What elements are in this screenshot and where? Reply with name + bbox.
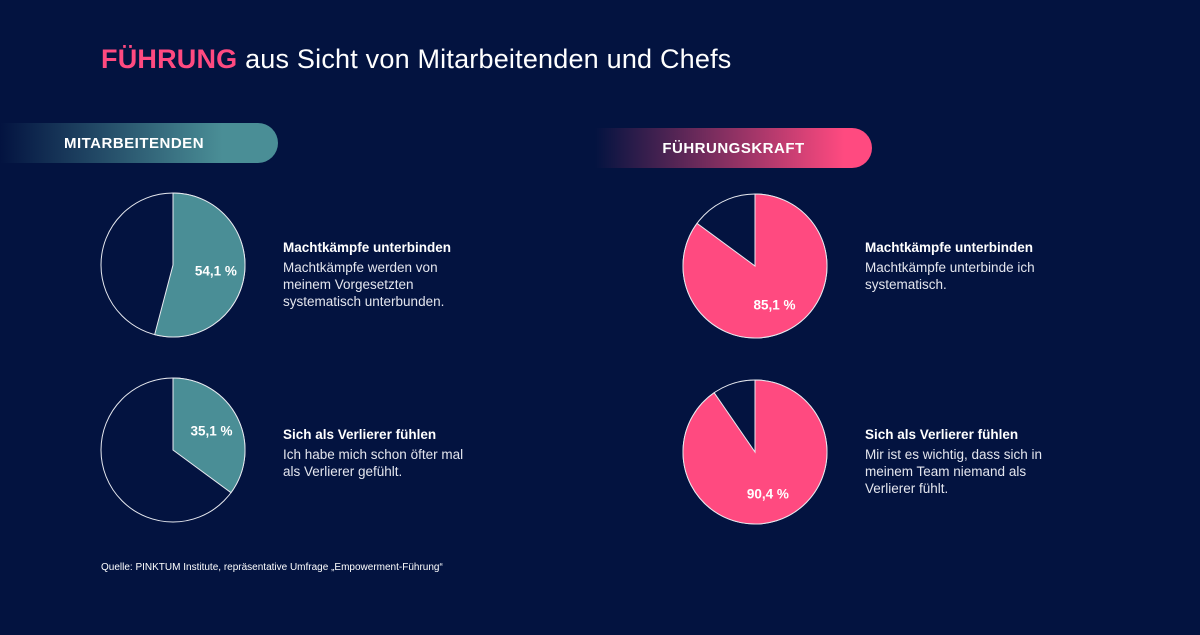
pie-chart-1: 54,1 % <box>100 192 246 338</box>
source-note: Quelle: PINKTUM Institute, repräsentativ… <box>101 562 443 573</box>
pie-text: Machtkämpfe werden von meinem Vorgesetzt… <box>283 260 445 309</box>
title-highlight: FÜHRUNG <box>101 44 238 74</box>
pie-slice-value <box>682 379 828 525</box>
pie-heading: Machtkämpfe unterbinden <box>865 240 1034 255</box>
pie-chart-2: 35,1 % <box>100 377 246 523</box>
pie-slice-value <box>154 192 246 338</box>
pie-slice-value <box>682 193 828 339</box>
pie-heading: Sich als Verlierer fühlen <box>283 427 437 442</box>
pie-description-4: Sich als Verlierer fühlen Mir ist es wich… <box>865 426 1065 497</box>
employee-badge-label: MITARBEITENDEN <box>63 134 205 152</box>
pie-description-2: Sich als Verlierer fühlen Ich habe mich s… <box>283 426 483 480</box>
pie-value-label: 54,1 % <box>195 264 237 279</box>
title-rest: aus Sicht von Mitarbeitenden und Chefs <box>237 44 732 74</box>
pie-value-label: 85,1 % <box>753 298 795 313</box>
pie-text: Mir ist es wichtig, dass sich in meinem … <box>865 447 1043 496</box>
pie-heading: Machtkämpfe unterbinden <box>283 240 452 255</box>
pie-heading: Sich als Verlierer fühlen <box>865 427 1019 442</box>
pie-slice-value <box>172 377 246 494</box>
pie-description-3: Machtkämpfe unterbinden Machtkämpfe unter… <box>865 239 1065 293</box>
pie-description-1: Machtkämpfe unterbinden Machtkämpfe werde… <box>283 239 483 310</box>
pie-value-label: 90,4 % <box>747 486 789 501</box>
leader-badge: FÜHRUNGSKRAFT <box>595 128 872 168</box>
pie-chart-4: 90,4 % <box>682 379 828 525</box>
pie-chart-3: 85,1 % <box>682 193 828 339</box>
pie-text: Ich habe mich schon öfter mal als Verlie… <box>283 447 464 479</box>
pie-text: Machtkämpfe unterbinde ich systematisch. <box>865 260 1035 292</box>
page-title: FÜHRUNG aus Sicht von Mitarbeitenden und… <box>101 44 731 75</box>
pie-value-label: 35,1 % <box>191 424 233 439</box>
employee-badge: MITARBEITENDEN <box>0 123 278 163</box>
leader-badge-label: FÜHRUNGSKRAFT <box>662 139 805 157</box>
